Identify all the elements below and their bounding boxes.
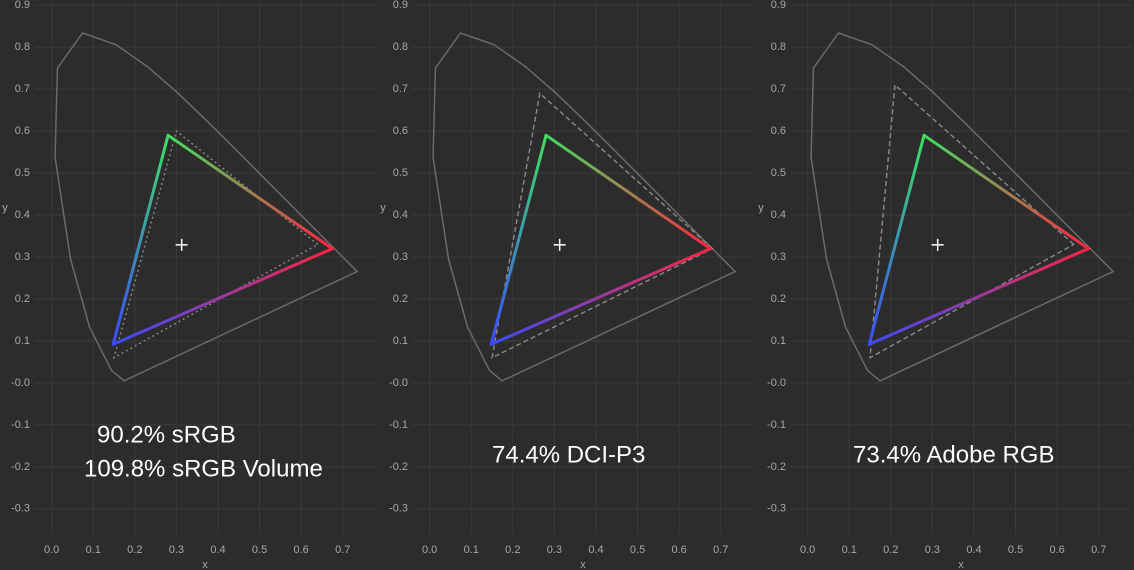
reference-gamut (112, 129, 320, 360)
x-tick-label: 0.4 (588, 544, 603, 556)
x-axis-label: x (958, 559, 964, 570)
x-tick-label: 0.6 (671, 544, 686, 556)
y-tick-label: 0.2 (393, 293, 408, 305)
y-tick-label: 0.9 (15, 0, 30, 11)
y-axis-label: y (758, 202, 764, 214)
annotation: 73.4% Adobe RGB (853, 441, 1054, 468)
y-tick-label: -0.0 (767, 377, 786, 389)
x-tick-label: 0.2 (883, 544, 898, 556)
y-tick-label: 0.8 (771, 41, 786, 53)
x-tick-label: 0.3 (547, 544, 562, 556)
annotation: 109.8% sRGB Volume (84, 455, 323, 482)
x-tick-label: 0.0 (44, 544, 59, 556)
x-tick-label: 0.3 (925, 544, 940, 556)
spectral-locus (54, 32, 359, 382)
x-tick-label: 0.2 (505, 544, 520, 556)
x-tick-label: 0.1 (842, 544, 857, 556)
x-tick-label: 0.6 (1049, 544, 1064, 556)
gamut-edge (166, 133, 334, 251)
y-tick-label: -0.1 (389, 419, 408, 431)
x-tick-label: 0.0 (800, 544, 815, 556)
gamut-edge (544, 133, 712, 251)
y-tick-label: 0.1 (393, 335, 408, 347)
white-point (931, 238, 944, 251)
y-tick-label: -0.2 (767, 461, 786, 473)
y-tick-label: -0.3 (11, 503, 30, 515)
y-tick-label: 0.1 (15, 335, 30, 347)
y-tick-label: 0.4 (393, 209, 408, 221)
gamut-edge (111, 133, 170, 346)
x-tick-label: 0.1 (86, 544, 101, 556)
x-tick-label: 0.6 (293, 544, 308, 556)
gamut-edge (489, 247, 712, 346)
y-tick-label: 0.3 (15, 251, 30, 263)
y-tick-label: 0.2 (771, 293, 786, 305)
y-tick-label: 0.7 (15, 83, 30, 95)
y-tick-label: -0.3 (767, 503, 786, 515)
y-tick-label: -0.0 (389, 377, 408, 389)
y-tick-label: 0.3 (393, 251, 408, 263)
gamut-edge (922, 133, 1090, 251)
annotation: 74.4% DCI-P3 (492, 441, 645, 468)
y-tick-label: -0.2 (389, 461, 408, 473)
x-tick-label: 0.4 (210, 544, 225, 556)
y-tick-label: 0.9 (393, 0, 408, 11)
y-tick-label: 0.4 (15, 209, 30, 221)
y-tick-label: -0.1 (11, 419, 30, 431)
y-tick-label: 0.6 (771, 125, 786, 137)
reference-gamut (491, 91, 714, 359)
x-tick-label: 0.5 (252, 544, 267, 556)
y-axis-label: y (2, 202, 8, 214)
y-tick-label: 0.8 (15, 41, 30, 53)
x-tick-label: 0.5 (630, 544, 645, 556)
y-tick-label: -0.0 (11, 377, 30, 389)
x-tick-label: 0.7 (1091, 544, 1106, 556)
gamut-edge (111, 247, 334, 346)
x-tick-label: 0.0 (422, 544, 437, 556)
x-tick-label: 0.1 (464, 544, 479, 556)
y-tick-label: 0.2 (15, 293, 30, 305)
spectral-locus (810, 32, 1115, 382)
y-tick-label: 0.5 (393, 167, 408, 179)
x-tick-label: 0.7 (713, 544, 728, 556)
reference-gamut (869, 83, 1075, 359)
white-point (553, 238, 566, 251)
gamut-edge (489, 133, 548, 346)
y-tick-label: -0.2 (11, 461, 30, 473)
gamut-edge (867, 133, 926, 346)
x-axis-label: x (580, 559, 586, 570)
x-tick-label: 0.3 (169, 544, 184, 556)
y-tick-label: 0.4 (771, 209, 786, 221)
spectral-locus (432, 32, 737, 382)
x-tick-label: 0.2 (127, 544, 142, 556)
x-axis-label: x (202, 559, 208, 570)
y-tick-label: 0.7 (771, 83, 786, 95)
y-axis-label: y (380, 202, 386, 214)
white-point (175, 238, 188, 251)
y-tick-label: 0.5 (771, 167, 786, 179)
x-tick-label: 0.4 (966, 544, 981, 556)
y-tick-label: 0.1 (771, 335, 786, 347)
x-tick-label: 0.5 (1008, 544, 1023, 556)
gamut-edge (867, 247, 1090, 346)
y-tick-label: 0.6 (393, 125, 408, 137)
y-tick-label: 0.3 (771, 251, 786, 263)
y-tick-label: -0.3 (389, 503, 408, 515)
y-tick-label: 0.5 (15, 167, 30, 179)
y-tick-label: 0.9 (771, 0, 786, 11)
y-tick-label: -0.1 (767, 419, 786, 431)
y-tick-label: 0.6 (15, 125, 30, 137)
annotation: 90.2% sRGB (97, 421, 236, 448)
x-tick-label: 0.7 (335, 544, 350, 556)
y-tick-label: 0.8 (393, 41, 408, 53)
y-tick-label: 0.7 (393, 83, 408, 95)
